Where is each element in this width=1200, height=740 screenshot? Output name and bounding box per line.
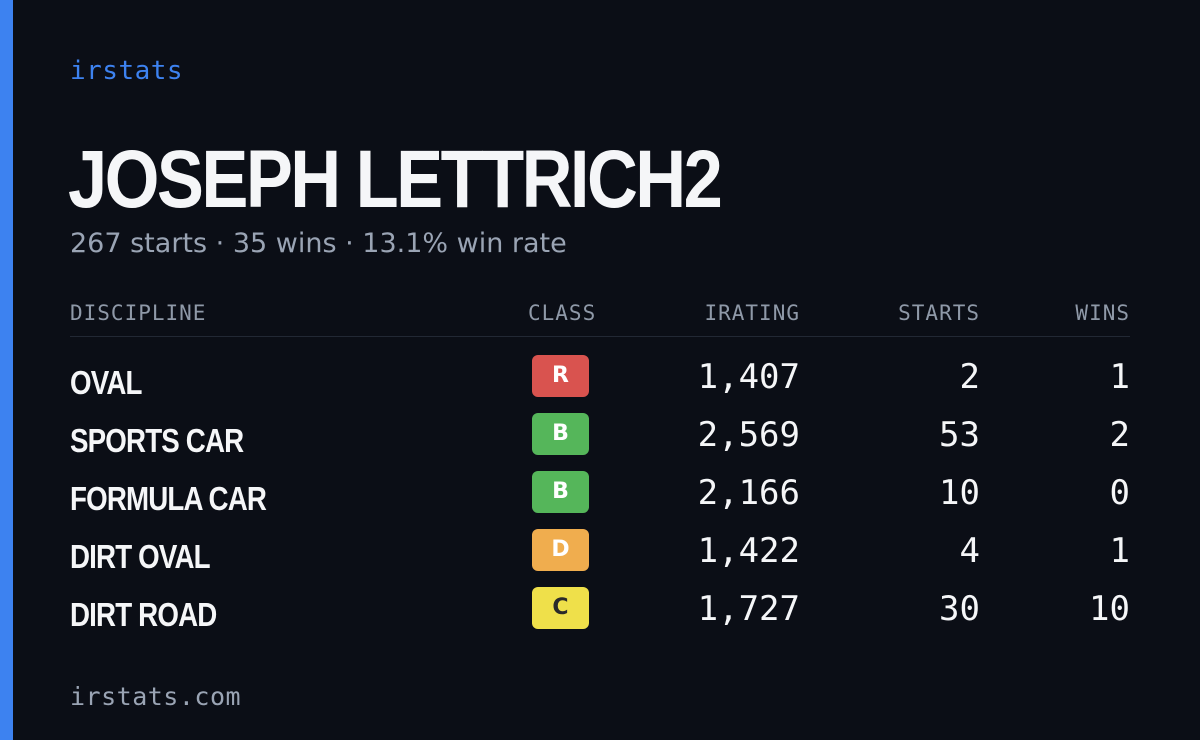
row-discipline: SPORTS CAR (70, 422, 244, 459)
row-wins: 2 (1109, 415, 1130, 455)
row-wins: 1 (1109, 357, 1130, 397)
driver-summary: 267 starts · 35 wins · 13.1% win rate (70, 228, 567, 259)
row-discipline: DIRT OVAL (70, 538, 211, 575)
stats-table: DISCIPLINE CLASS IRATING STARTS WINS OVA… (70, 296, 1130, 641)
row-wins: 1 (1109, 531, 1130, 571)
table-row: DIRT OVAL D 1,422 4 1 (70, 525, 1130, 583)
driver-name: JOSEPH LETTRICH2 (68, 134, 723, 225)
header-wins: WINS (1075, 301, 1130, 325)
row-irating: 1,422 (697, 531, 800, 571)
header-class: CLASS (528, 301, 597, 325)
row-starts: 4 (959, 531, 980, 571)
brand-logo[interactable]: irstats (70, 56, 184, 86)
row-discipline: FORMULA CAR (70, 480, 267, 517)
table-header: DISCIPLINE CLASS IRATING STARTS WINS (70, 296, 1130, 337)
table-row: OVAL R 1,407 2 1 (70, 351, 1130, 409)
row-irating: 1,727 (697, 589, 800, 629)
row-wins: 10 (1089, 589, 1130, 629)
header-starts: STARTS (898, 301, 980, 325)
license-class-badge: C (532, 587, 589, 629)
accent-bar (0, 0, 13, 740)
header-irating: IRATING (704, 301, 800, 325)
row-irating: 1,407 (697, 357, 800, 397)
row-starts: 30 (939, 589, 980, 629)
table-row: FORMULA CAR B 2,166 10 0 (70, 467, 1130, 525)
license-class-badge: B (532, 471, 589, 513)
row-starts: 10 (939, 473, 980, 513)
row-irating: 2,569 (697, 415, 800, 455)
row-starts: 2 (959, 357, 980, 397)
row-discipline: DIRT ROAD (70, 596, 217, 633)
header-discipline: DISCIPLINE (70, 301, 207, 325)
license-class-badge: D (532, 529, 589, 571)
table-row: SPORTS CAR B 2,569 53 2 (70, 409, 1130, 467)
footer-url[interactable]: irstats.com (70, 682, 242, 711)
license-class-badge: B (532, 413, 589, 455)
row-wins: 0 (1109, 473, 1130, 513)
table-row: DIRT ROAD C 1,727 30 10 (70, 583, 1130, 641)
row-discipline: OVAL (70, 364, 142, 401)
row-irating: 2,166 (697, 473, 800, 513)
table-body: OVAL R 1,407 2 1 SPORTS CAR B 2,569 53 2… (70, 351, 1130, 641)
license-class-badge: R (532, 355, 589, 397)
row-starts: 53 (939, 415, 980, 455)
